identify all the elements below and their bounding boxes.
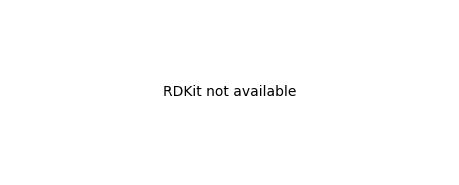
Text: RDKit not available: RDKit not available [163, 85, 296, 100]
